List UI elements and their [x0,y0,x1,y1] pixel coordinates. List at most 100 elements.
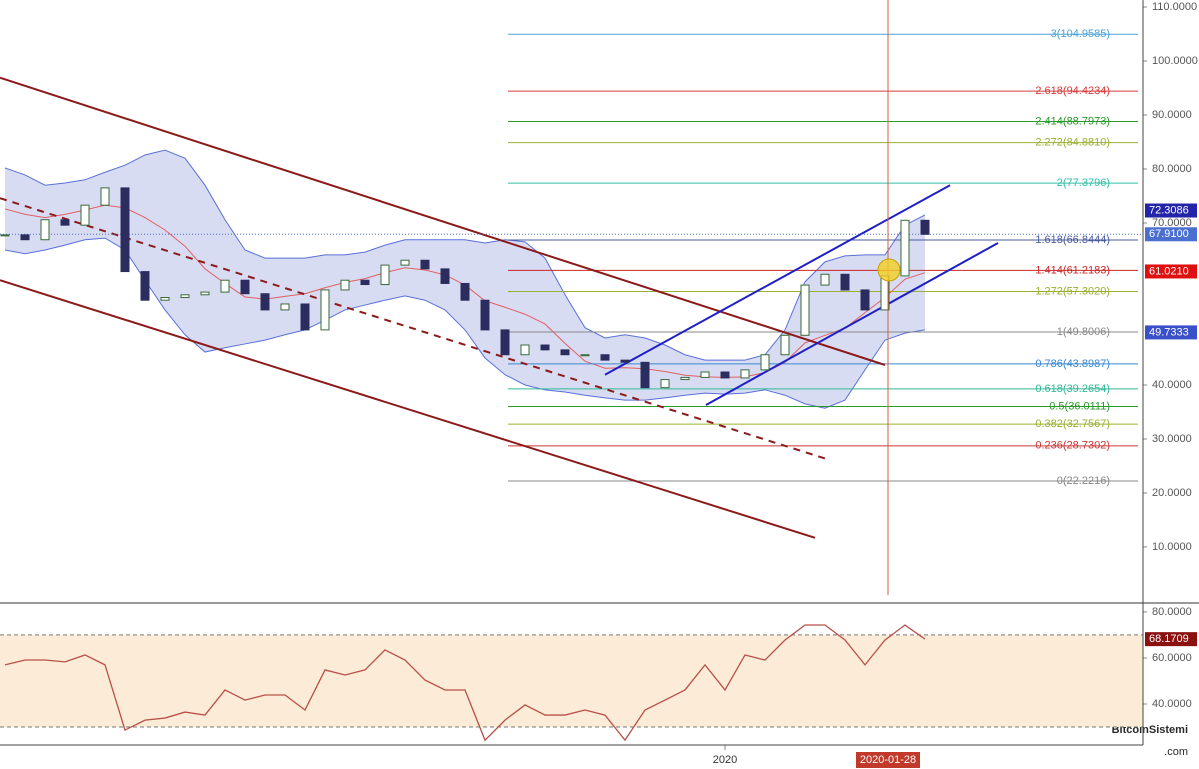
candle [0,234,10,237]
candle [160,297,170,301]
fib-label: 3(104.9585) [1051,28,1110,40]
y-tick-label: 40.0000 [1152,379,1192,391]
fib-label: 0.786(43.8987) [1035,358,1110,370]
fib-label: 0.382(32.7567) [1035,418,1110,430]
y-tick-label: 30.0000 [1152,433,1192,445]
candle [760,354,770,371]
candle [920,219,930,235]
candle [300,303,310,331]
price-marker [1145,325,1197,340]
candle [100,187,110,206]
candle [460,282,470,301]
watermark-sub: .com [1164,746,1188,758]
fib-label: 2(77.3796) [1057,177,1110,189]
candle [720,371,730,379]
x-tick-label: 2020-01-28 [860,754,916,766]
candle [440,268,450,284]
bollinger-upper [4,149,926,361]
y-tick-label: 80.0000 [1152,163,1192,175]
candle [820,273,830,286]
candle [260,293,270,311]
candle [900,219,910,277]
candle [800,284,810,336]
y-tick-label: 80.0000 [1152,606,1192,618]
fib-label: 1.272(57.3020) [1035,285,1110,297]
rsi-band [0,634,1143,728]
rsi-line [4,624,926,742]
price-marker-label: 61.0210 [1149,265,1189,277]
fib-label: 2.272(84.8810) [1035,137,1110,149]
candle [380,264,390,286]
rsi-marker [1145,632,1197,647]
y-tick-label: 40.0000 [1152,698,1192,710]
fib-label: 2.414(88.7973) [1035,115,1110,127]
fib-label: 0(22.2216) [1057,475,1110,487]
y-tick-label: 60.0000 [1152,652,1192,664]
price-marker-label: 49.7333 [1149,326,1189,338]
bollinger-area [5,150,925,409]
trendline [705,242,999,406]
y-tick-label: 100.0000 [1152,55,1198,67]
trendline [0,76,886,366]
fib-label: 1.618(66.8444) [1035,234,1110,246]
candle [180,294,190,298]
candle [620,359,630,363]
candle [340,279,350,291]
trendline [604,184,951,376]
candle [560,349,570,356]
candle [200,291,210,296]
candle [60,219,70,226]
candle [40,219,50,241]
price-marker [1145,264,1197,279]
candle [360,279,370,286]
y-tick-label: 90.0000 [1152,109,1192,121]
candle [540,344,550,351]
y-tick-label: 10.0000 [1152,541,1192,553]
candle [320,289,330,331]
candle [220,279,230,293]
fib-label: 2.618(94.4234) [1035,85,1110,97]
candle [600,354,610,361]
rsi-marker-label: 68.1709 [1149,633,1189,645]
y-tick-label: 20.0000 [1152,487,1192,499]
candle [740,369,750,379]
candle [20,234,30,241]
y-tick-label: 70.0000 [1152,217,1192,229]
fib-label: 1(49.8006) [1057,326,1110,338]
candle [400,259,410,266]
candle [640,361,650,389]
y-tick-label: 110.0000 [1152,1,1197,13]
alert-icon [877,258,901,282]
candle [80,204,90,226]
fib-label: 0.5(36.0111) [1049,400,1110,412]
candle [700,371,710,378]
candle [240,279,250,295]
date-label-bg [856,752,920,768]
fib-label: 0.236(28.7302) [1035,440,1110,452]
candle [500,329,510,356]
candle [660,379,670,389]
fib-label: 0.618(39.2654) [1035,383,1110,395]
candle [120,187,130,273]
fib-label: 1.414(61.2183) [1035,264,1110,276]
x-tick-label: 2020 [713,754,737,766]
candle [480,299,490,331]
price-marker-label: 72.3086 [1149,204,1189,216]
candle [840,273,850,291]
candle [780,334,790,356]
trendline [0,279,816,539]
candle [680,376,690,381]
candle [580,354,590,357]
candle [420,259,430,270]
price-marker-label: 67.9100 [1149,228,1189,240]
candle [280,303,290,311]
candle [520,344,530,356]
price-marker [1145,227,1197,242]
price-marker [1145,203,1197,218]
candle [140,271,150,301]
trendline [0,197,831,461]
candle [860,289,870,311]
bollinger-lower [4,237,926,409]
